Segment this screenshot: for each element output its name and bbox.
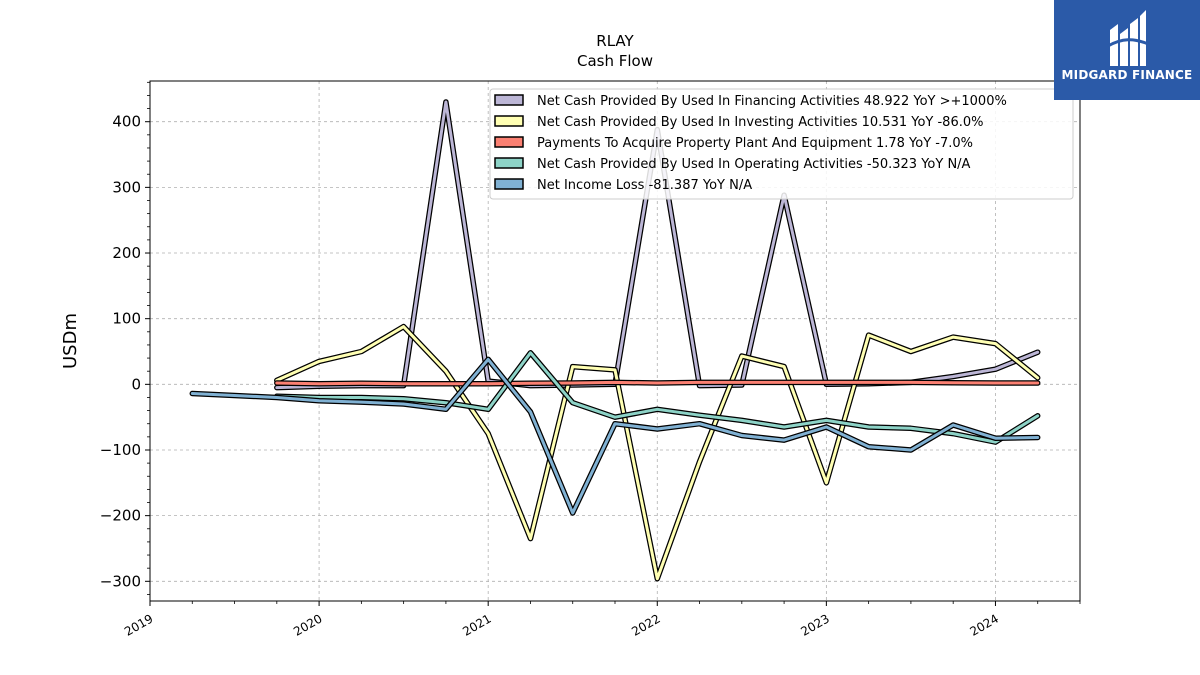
series-stroke xyxy=(275,351,1040,444)
legend-swatch xyxy=(494,115,524,127)
x-tick-label: 2024 xyxy=(968,611,1001,638)
series-line-1 xyxy=(274,323,1041,582)
legend-swatch xyxy=(494,94,524,106)
legend-label: Net Cash Provided By Used In Investing A… xyxy=(537,115,983,130)
chart-subtitle: Cash Flow xyxy=(577,52,653,70)
legend-label: Net Cash Provided By Used In Operating A… xyxy=(537,157,971,172)
y-tick-label: −100 xyxy=(100,441,141,459)
legend-entry: Net Cash Provided By Used In Operating A… xyxy=(494,157,971,172)
y-tick-label: 200 xyxy=(112,244,141,262)
legend-frame xyxy=(489,88,1074,200)
y-tick-label: 100 xyxy=(112,310,141,328)
legend-entry: Net Cash Provided By Used In Investing A… xyxy=(494,115,983,130)
x-tick-label: 2023 xyxy=(798,611,831,638)
chart-title: RLAY xyxy=(596,32,634,50)
legend-label: Net Cash Provided By Used In Financing A… xyxy=(537,94,1007,109)
x-tick-label: 2019 xyxy=(122,611,155,638)
legend-label: Net Income Loss -81.387 YoY N/A xyxy=(537,178,752,193)
x-tick-label: 2021 xyxy=(460,611,493,638)
series-line-4 xyxy=(189,356,1041,516)
legend-swatch xyxy=(494,178,524,190)
brand-logo: MIDGARD FINANCE xyxy=(1054,0,1200,100)
legend-entry: Net Income Loss -81.387 YoY N/A xyxy=(494,178,752,193)
y-tick-label: 300 xyxy=(112,178,141,196)
series-line-3 xyxy=(274,350,1041,445)
legend-label: Payments To Acquire Property Plant And E… xyxy=(537,136,973,151)
series-stroke xyxy=(275,380,1040,386)
logo-text: MIDGARD FINANCE xyxy=(1061,68,1193,82)
y-tick-label: −200 xyxy=(100,507,141,525)
y-tick-label: −300 xyxy=(100,572,141,590)
legend-entry: Net Cash Provided By Used In Financing A… xyxy=(494,94,1007,109)
x-tick-label: 2022 xyxy=(629,611,662,638)
legend-entry: Payments To Acquire Property Plant And E… xyxy=(494,136,973,151)
legend-swatch xyxy=(494,157,524,169)
series-line-2 xyxy=(274,379,1041,387)
y-axis-label: USDm xyxy=(60,313,81,369)
x-tick-label: 2020 xyxy=(291,611,324,638)
y-tick-label: 0 xyxy=(131,375,141,393)
series-stroke xyxy=(190,357,1040,515)
y-tick-label: 400 xyxy=(112,113,141,131)
legend: Net Cash Provided By Used In Financing A… xyxy=(489,88,1074,200)
logo-mark-icon xyxy=(1107,10,1149,66)
series-stroke xyxy=(275,325,1040,581)
legend-swatch xyxy=(494,136,524,148)
